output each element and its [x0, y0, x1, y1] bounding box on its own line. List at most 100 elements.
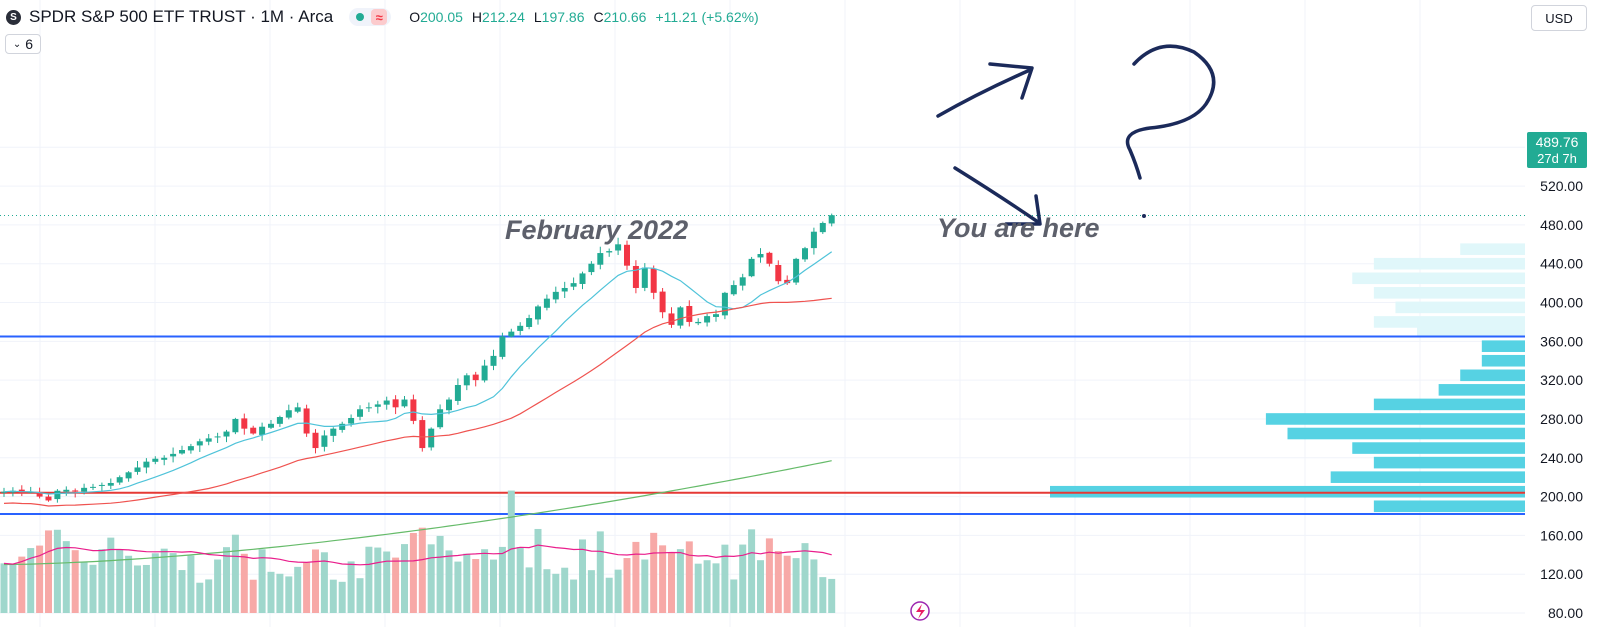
moving-average-slow	[3, 460, 832, 566]
volume-bar	[392, 557, 400, 613]
candle	[107, 482, 114, 486]
volume-bar	[659, 545, 667, 613]
candle	[463, 375, 470, 386]
volume-bar	[329, 579, 337, 613]
volume-bar	[579, 539, 586, 613]
candle	[241, 418, 248, 429]
volume-bar	[134, 565, 141, 613]
candle	[543, 298, 550, 308]
volume-bar	[142, 564, 150, 613]
volume-bar	[525, 567, 533, 613]
price-axis-tick: 280.00	[1540, 411, 1583, 427]
volume-profile-bar	[1460, 369, 1525, 382]
candle	[428, 428, 435, 448]
arrow-down-icon	[953, 166, 1040, 224]
candle	[36, 492, 43, 497]
volume-bar	[240, 553, 248, 613]
candle	[312, 432, 319, 449]
chevron-down-icon: ⌄	[12, 38, 22, 50]
volume-bar	[53, 529, 61, 613]
volume-bar	[98, 549, 106, 613]
volume-bar	[507, 490, 515, 613]
volume-bar	[71, 550, 79, 613]
candle	[116, 477, 123, 483]
volume-bar	[490, 559, 497, 613]
volume-bar	[151, 553, 159, 613]
candle	[348, 417, 355, 424]
last-price-value: 489.76	[1535, 134, 1579, 150]
candle	[63, 489, 70, 492]
volume-bar	[338, 581, 346, 613]
volume-bar	[249, 579, 257, 613]
moving-average-fast	[3, 251, 833, 495]
volume-profile-bar	[1352, 272, 1525, 285]
candle	[410, 399, 417, 421]
candle	[819, 222, 826, 233]
volume-bar	[294, 566, 302, 613]
candle	[205, 438, 212, 442]
volume-bar	[418, 527, 426, 613]
candle	[659, 291, 666, 313]
volume-profile-bar	[1287, 427, 1525, 440]
open-value: 200.05	[420, 9, 463, 25]
volume-bar	[160, 548, 168, 613]
price-axis-tick: 320.00	[1540, 372, 1583, 388]
moving-average-mid	[3, 297, 832, 507]
arrowhead-up-icon	[988, 62, 1034, 100]
volume-bar	[712, 563, 720, 613]
volume-bar	[605, 577, 613, 613]
volume-bar	[27, 548, 35, 613]
volume-bar	[0, 563, 8, 613]
candle	[730, 285, 737, 295]
candle	[615, 244, 622, 251]
volume-bar	[748, 529, 756, 613]
volume-bar	[454, 561, 462, 613]
candle	[641, 267, 648, 288]
volume-profile-bar	[1460, 243, 1525, 255]
delayed-data-icon: ≈	[371, 9, 388, 25]
candle	[668, 313, 675, 325]
question-mark-icon	[1125, 44, 1216, 180]
market-status[interactable]: ≈	[349, 8, 392, 26]
candle	[90, 486, 96, 488]
indicators-toggle-button[interactable]: ⌄ 6	[5, 34, 41, 54]
candle	[677, 307, 684, 326]
currency-selector[interactable]: USD	[1531, 5, 1587, 31]
candle	[757, 254, 764, 258]
volume-profile-bar	[1330, 471, 1525, 483]
volume-bar	[596, 531, 604, 613]
volume-bar	[169, 553, 177, 613]
volume-profile-bar	[1395, 301, 1525, 314]
arrow-up-icon	[936, 68, 1032, 118]
candle	[454, 385, 461, 401]
volume-bar	[472, 559, 480, 613]
volume-bar	[347, 561, 355, 613]
volume-bar	[614, 569, 622, 613]
candle	[419, 420, 426, 449]
volume-bar	[205, 579, 213, 613]
candle	[446, 399, 452, 411]
volume-profile-bar	[1373, 316, 1525, 328]
volume-bar	[783, 555, 791, 613]
low-label: L	[533, 9, 542, 25]
arrowhead-down-icon	[1004, 194, 1042, 226]
candle	[401, 399, 408, 407]
price-axis-tick: 480.00	[1540, 217, 1583, 233]
ohlc-values: O200.05 H212.24 L197.86 C210.66 +11.21 (…	[409, 9, 759, 25]
volume-bar	[685, 541, 693, 613]
candle	[739, 277, 746, 286]
volume-bar	[187, 555, 195, 613]
candle	[1, 491, 7, 493]
chart-legend: S SPDR S&P 500 ETF TRUST · 1M · Arca ≈ O…	[6, 6, 759, 28]
candle	[624, 244, 630, 266]
candle	[775, 264, 782, 282]
indicators-count: 6	[25, 36, 34, 52]
bar-countdown: 27d 7h	[1537, 151, 1577, 166]
volume-bar	[231, 534, 239, 613]
volume-bar	[36, 545, 44, 613]
volume-bar	[62, 541, 70, 613]
candle	[330, 428, 337, 436]
candle	[748, 258, 755, 277]
symbol-title[interactable]: SPDR S&P 500 ETF TRUST · 1M · Arca	[29, 7, 334, 26]
